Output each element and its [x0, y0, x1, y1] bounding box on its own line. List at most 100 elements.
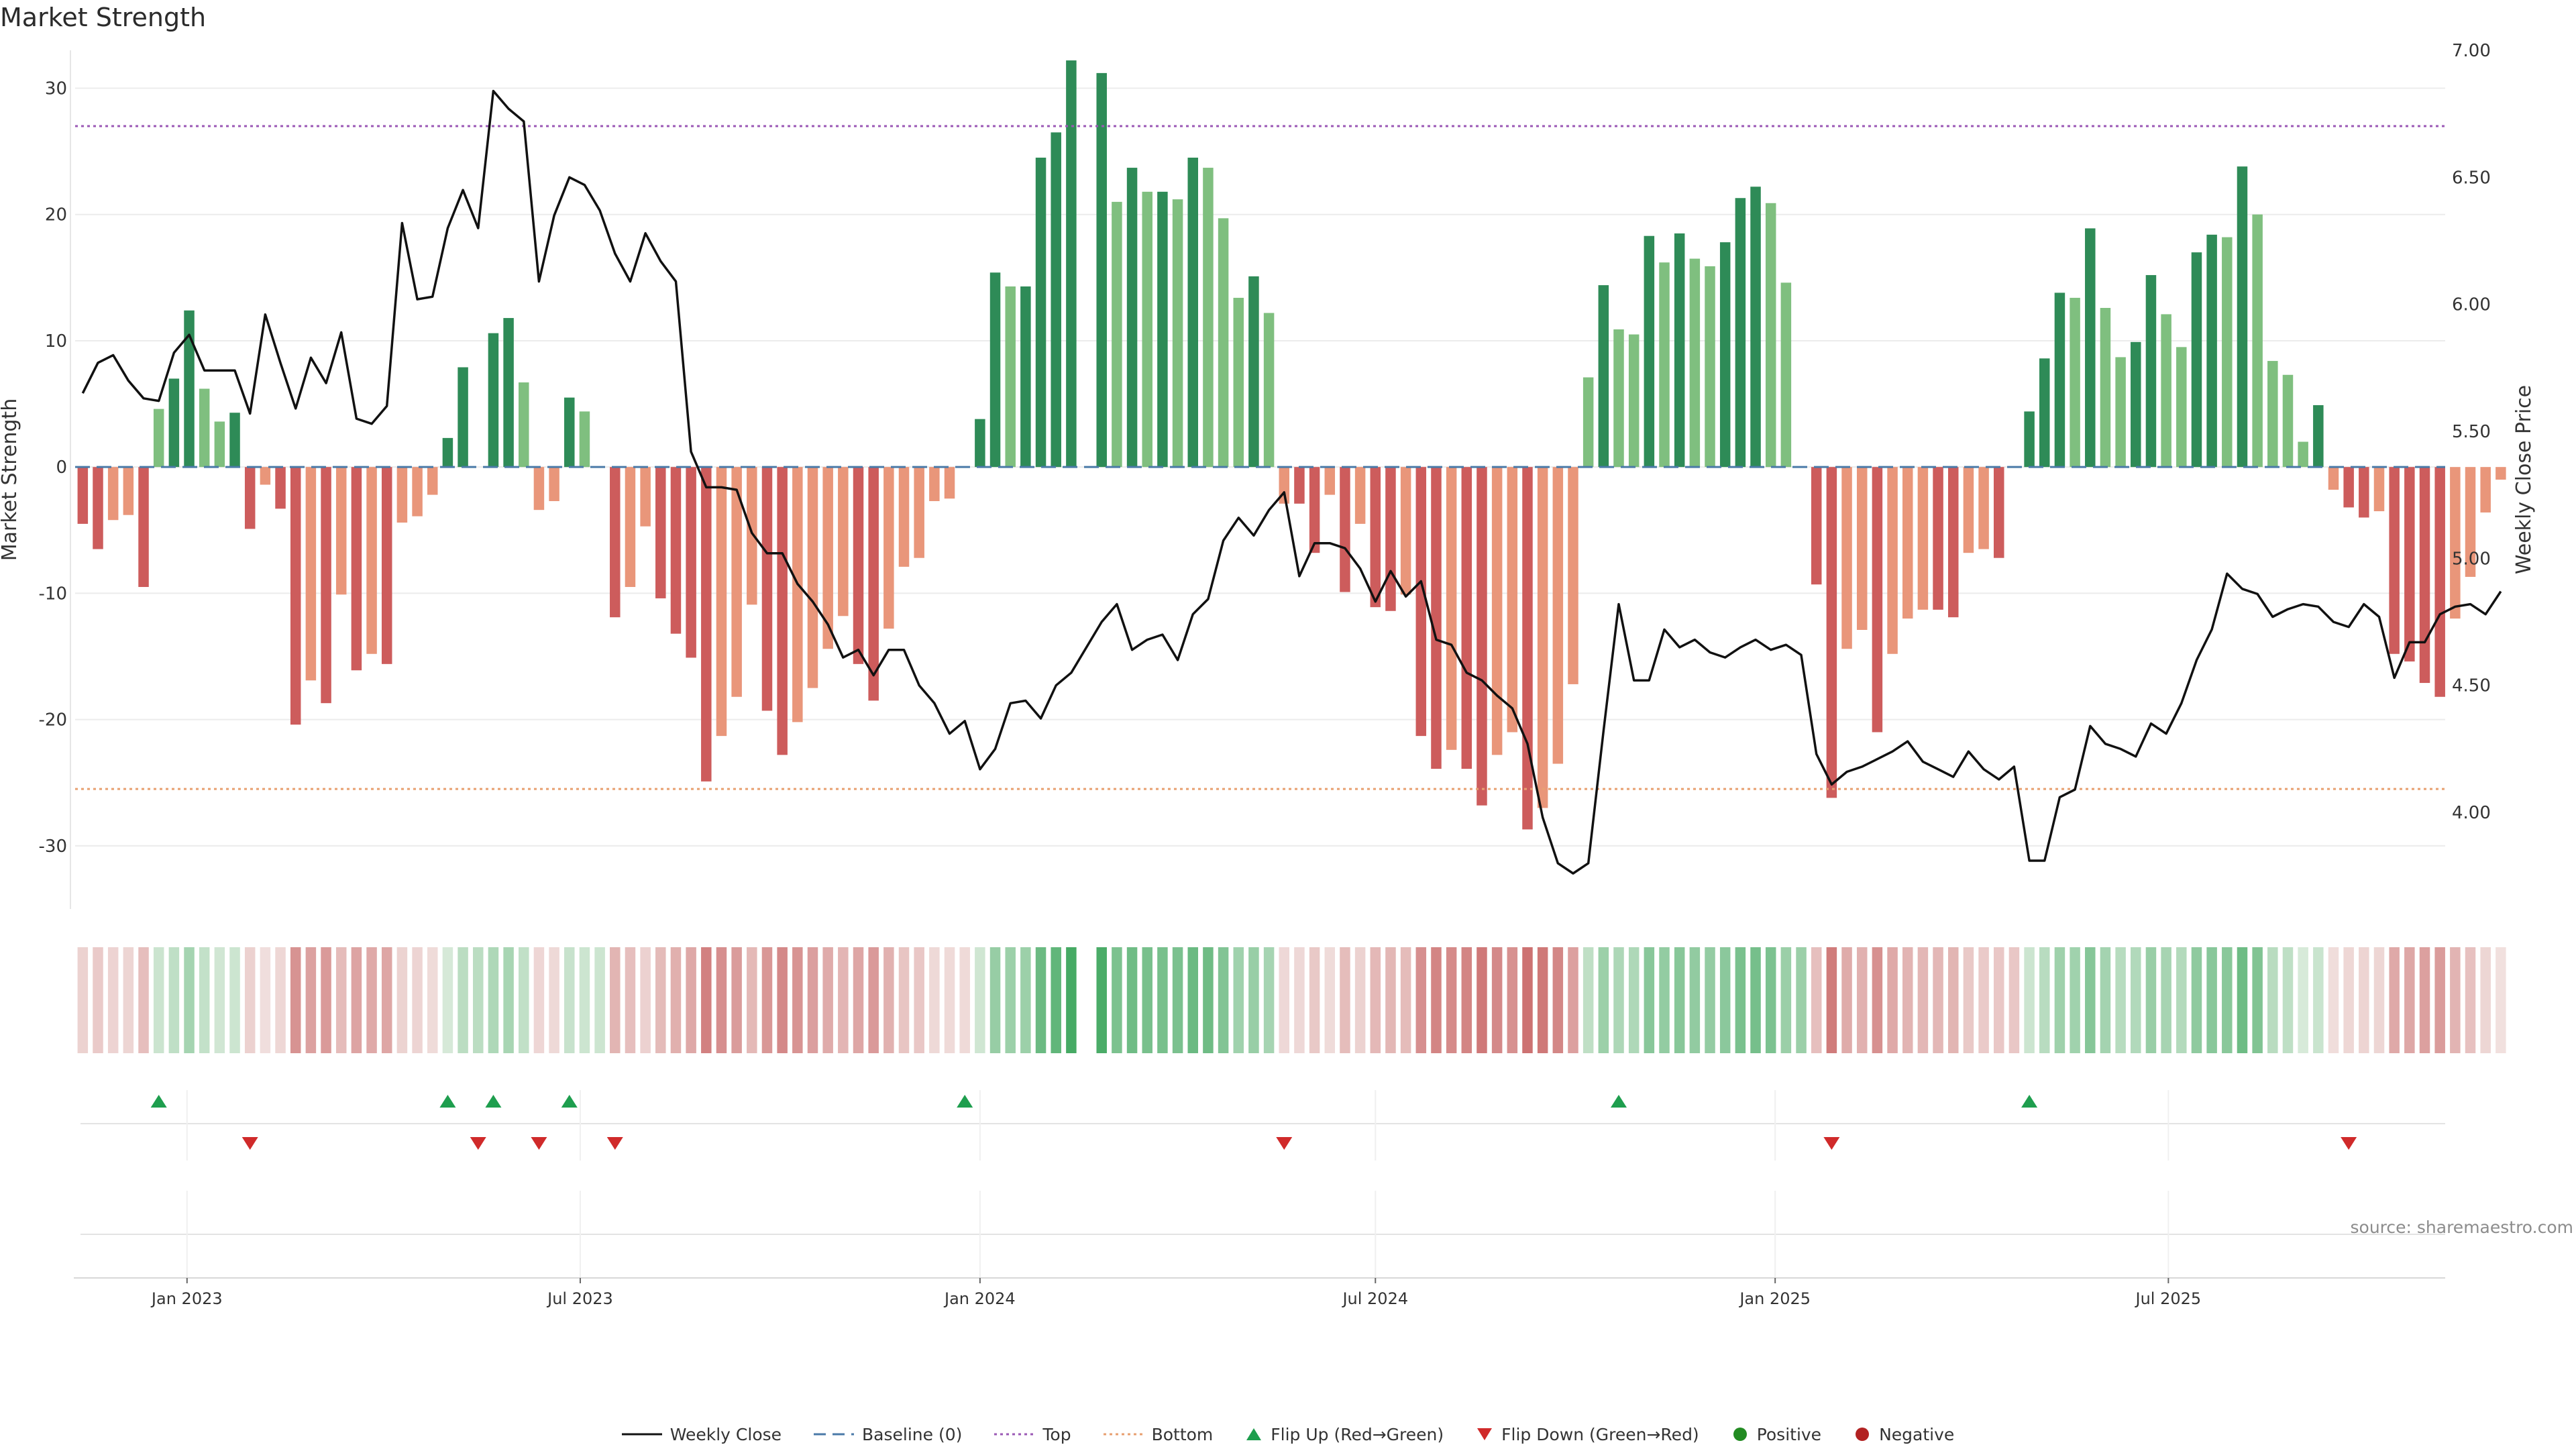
strip-cell	[853, 947, 864, 1053]
legend-item-baseline[interactable]: Baseline (0)	[814, 1425, 962, 1444]
strip-cell	[1856, 947, 1868, 1053]
strength-bar	[1735, 198, 1746, 468]
x-tick-label: Jan 2023	[150, 1289, 223, 1308]
strip-cell	[1689, 947, 1701, 1053]
flip-up-marker	[1611, 1095, 1627, 1108]
strength-bar	[2298, 441, 2308, 468]
strip-cell	[519, 947, 529, 1053]
strip-cell	[366, 947, 377, 1053]
strength-bar	[1947, 467, 1959, 618]
flip-up-icon	[1246, 1428, 1262, 1440]
strength-bar	[944, 467, 955, 499]
strip-cell	[2328, 947, 2339, 1053]
strip-cell	[883, 947, 894, 1053]
strength-bar	[807, 467, 818, 688]
strength-bar	[275, 467, 286, 509]
strength-bar	[1978, 467, 1989, 549]
strip-cell	[929, 947, 940, 1053]
strip-cell	[1294, 947, 1305, 1053]
strip-cell	[1735, 947, 1746, 1053]
strip-cell	[1537, 947, 1548, 1053]
legend-label: Top	[1042, 1424, 1071, 1444]
strength-bar	[564, 397, 575, 468]
flip-down-marker	[241, 1137, 258, 1150]
legend-item-top[interactable]: Top	[994, 1425, 1071, 1444]
strip-cell	[640, 947, 651, 1053]
strength-bar	[549, 467, 559, 501]
strip-cell	[2237, 947, 2248, 1053]
strength-bar	[1415, 467, 1427, 737]
strip-cell	[1035, 947, 1046, 1053]
strip-cell	[610, 947, 621, 1053]
strength-bar	[1887, 467, 1898, 654]
source-note: source: sharemaestro.com	[2350, 1218, 2574, 1237]
strip-cell	[670, 947, 682, 1053]
strip-cell	[2252, 947, 2263, 1053]
strip-cell	[1552, 947, 1564, 1053]
strength-bar	[610, 467, 621, 618]
strength-bar	[412, 467, 423, 517]
strip-cell	[2480, 947, 2491, 1053]
negative-dot-icon	[1856, 1428, 1870, 1441]
strength-bar	[1066, 60, 1077, 468]
strength-bar	[153, 409, 164, 468]
strength-bar	[1841, 467, 1852, 649]
strength-bar	[914, 467, 924, 558]
strength-bar	[1172, 199, 1183, 468]
legend-item-bottom[interactable]: Bottom	[1103, 1425, 1213, 1444]
strength-bar	[1628, 334, 1640, 468]
strength-bar	[2328, 467, 2339, 490]
strip-cell	[549, 947, 559, 1053]
strength-bar	[1765, 203, 1776, 468]
strength-bar	[929, 467, 940, 501]
legend-item-flip-down[interactable]: Flip Down (Green→Red)	[1476, 1425, 1699, 1444]
legend-item-flip-up[interactable]: Flip Up (Red→Green)	[1245, 1425, 1444, 1444]
strength-bar	[2373, 467, 2385, 512]
strength-bar	[533, 467, 545, 511]
strip-cell	[2070, 947, 2080, 1053]
legend-item-weekly-close[interactable]: Weekly Close	[621, 1424, 782, 1444]
strip-cell	[1187, 947, 1198, 1053]
strip-cell	[442, 947, 453, 1053]
strip-cell	[1112, 947, 1122, 1053]
strength-bar	[989, 272, 1001, 468]
strip-cell	[701, 947, 712, 1053]
strip-cell	[229, 947, 240, 1053]
strength-bar	[244, 467, 256, 529]
strength-bar	[1522, 467, 1533, 830]
strip-cell	[2191, 947, 2202, 1053]
strip-cell	[153, 947, 164, 1053]
strip-cell	[1415, 947, 1427, 1053]
y-tick-label: 10	[45, 331, 67, 352]
strength-bar	[351, 467, 362, 671]
y2-tick-label: 5.50	[2452, 422, 2491, 442]
legend-item-negative[interactable]: Negative	[1854, 1425, 1954, 1444]
strength-bar	[2024, 411, 2035, 468]
strength-bar	[2237, 166, 2248, 468]
strength-bar	[2206, 234, 2217, 468]
strength-bar	[1263, 313, 1275, 468]
strength-bar	[199, 388, 210, 468]
strength-bar	[2313, 405, 2324, 468]
strip-cell	[868, 947, 879, 1053]
strip-cell	[1051, 947, 1061, 1053]
strip-cell	[1582, 947, 1594, 1053]
strip-cell	[77, 947, 89, 1053]
strength-bar	[2282, 374, 2294, 468]
strength-bar	[701, 467, 712, 782]
strip-cell	[731, 947, 742, 1053]
strip-cell	[989, 947, 1001, 1053]
strength-bar	[761, 467, 773, 711]
empty-panel	[80, 1191, 2445, 1278]
strip-cell	[1324, 947, 1336, 1053]
flip-down-marker	[1276, 1137, 1293, 1150]
legend-label: Weekly Close	[669, 1424, 782, 1444]
flip-down-marker	[2341, 1137, 2357, 1150]
strip-cell	[533, 947, 545, 1053]
strip-cell	[2389, 947, 2400, 1053]
strength-bar	[1126, 168, 1138, 468]
strip-cell	[564, 947, 575, 1053]
strip-cell	[1719, 947, 1731, 1053]
legend-item-positive[interactable]: Positive	[1731, 1425, 1821, 1444]
strength-bar	[883, 467, 894, 629]
